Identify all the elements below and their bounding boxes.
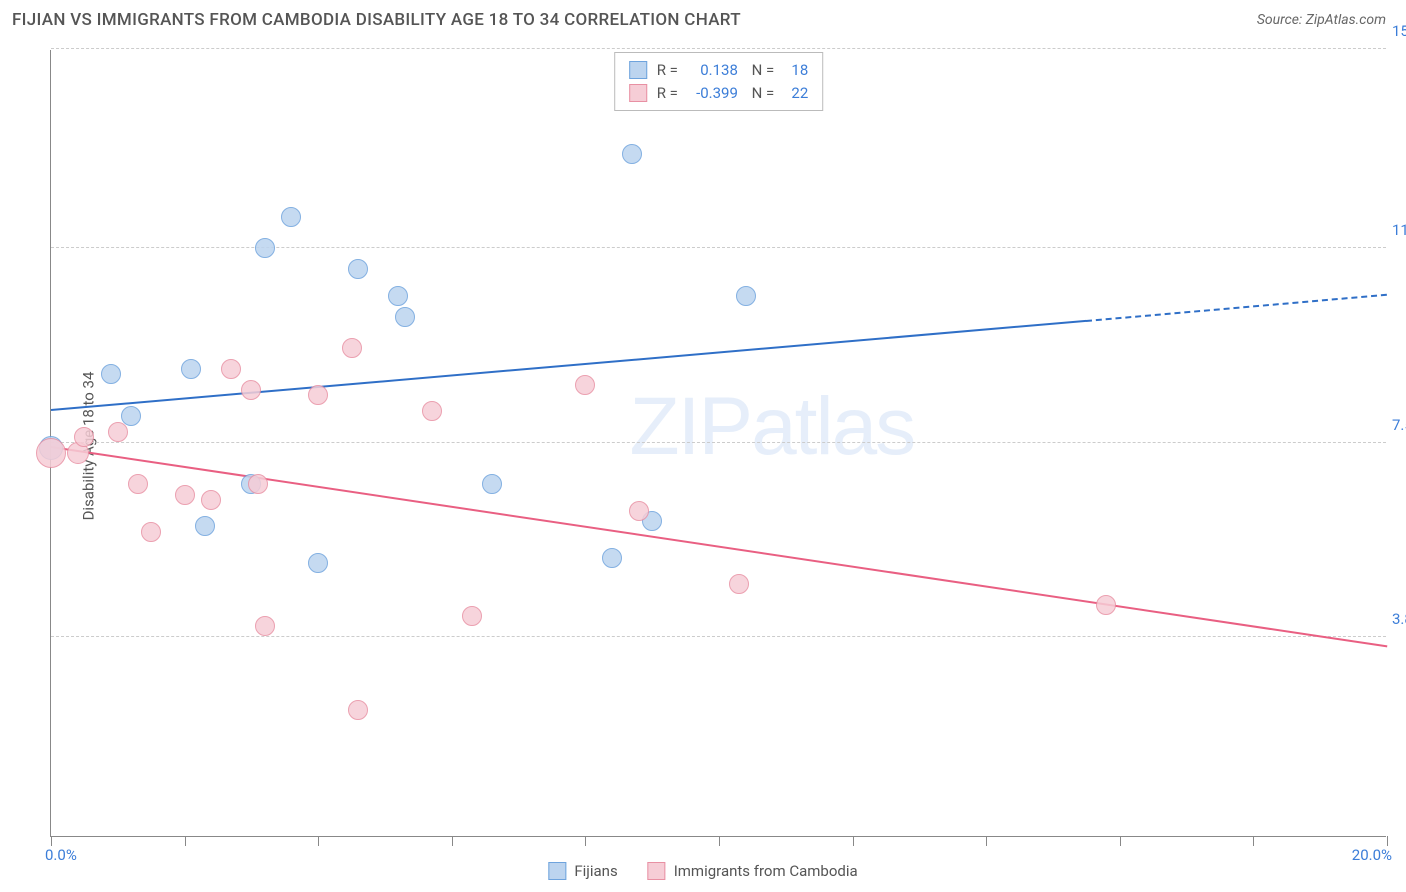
gridline bbox=[51, 442, 1386, 443]
scatter-chart: ZIPatlas R = 0.138 N = 18R = -0.399 N = 22 0… bbox=[50, 50, 1386, 837]
legend-label: Fijians bbox=[574, 862, 617, 880]
data-point bbox=[281, 207, 301, 227]
y-tick-label: 11.2% bbox=[1392, 221, 1406, 239]
data-point bbox=[36, 438, 66, 468]
x-tick bbox=[585, 836, 586, 846]
data-point bbox=[181, 359, 201, 379]
data-point bbox=[121, 406, 141, 426]
data-point bbox=[248, 474, 268, 494]
stats-row: R = 0.138 N = 18 bbox=[629, 59, 809, 82]
x-tick bbox=[853, 836, 854, 846]
data-point bbox=[348, 259, 368, 279]
data-point bbox=[422, 401, 442, 421]
x-axis-max: 20.0% bbox=[1352, 846, 1392, 864]
r-value: -0.399 bbox=[688, 82, 738, 105]
legend-item: Immigrants from Cambodia bbox=[648, 862, 858, 880]
data-point bbox=[395, 307, 415, 327]
chart-header: FIJIAN VS IMMIGRANTS FROM CAMBODIA DISAB… bbox=[0, 0, 1406, 36]
r-label: R = bbox=[657, 59, 678, 82]
data-point bbox=[108, 422, 128, 442]
chart-title: FIJIAN VS IMMIGRANTS FROM CAMBODIA DISAB… bbox=[12, 10, 741, 30]
data-point bbox=[575, 375, 595, 395]
x-tick bbox=[1120, 836, 1121, 846]
x-tick bbox=[1387, 836, 1388, 846]
data-point bbox=[729, 574, 749, 594]
x-tick bbox=[452, 836, 453, 846]
x-tick bbox=[185, 836, 186, 846]
n-label: N = bbox=[748, 59, 774, 82]
data-point bbox=[622, 144, 642, 164]
data-point bbox=[602, 548, 622, 568]
data-point bbox=[1096, 595, 1116, 615]
x-tick bbox=[51, 836, 52, 846]
x-tick bbox=[986, 836, 987, 846]
data-point bbox=[308, 553, 328, 573]
legend-swatch bbox=[648, 862, 666, 880]
legend: Fijians Immigrants from Cambodia bbox=[548, 862, 857, 880]
stats-box: R = 0.138 N = 18 R = -0.399 N = 22 bbox=[614, 52, 824, 111]
data-point bbox=[101, 364, 121, 384]
x-tick bbox=[318, 836, 319, 846]
data-point bbox=[128, 474, 148, 494]
stats-row: R = -0.399 N = 22 bbox=[629, 82, 809, 105]
data-point bbox=[482, 474, 502, 494]
x-axis-min: 0.0% bbox=[45, 846, 77, 864]
series-swatch bbox=[629, 61, 647, 79]
data-point bbox=[629, 501, 649, 521]
trend-line bbox=[51, 320, 1087, 411]
gridline bbox=[51, 48, 1386, 49]
data-point bbox=[221, 359, 241, 379]
y-tick-label: 3.8% bbox=[1392, 610, 1406, 628]
data-point bbox=[74, 427, 94, 447]
data-point bbox=[388, 286, 408, 306]
data-point bbox=[241, 380, 261, 400]
source-label: Source: ZipAtlas.com bbox=[1257, 12, 1386, 28]
legend-swatch bbox=[548, 862, 566, 880]
legend-label: Immigrants from Cambodia bbox=[674, 862, 858, 880]
data-point bbox=[201, 490, 221, 510]
gridline bbox=[51, 247, 1386, 248]
x-tick bbox=[1253, 836, 1254, 846]
n-value: 18 bbox=[784, 59, 808, 82]
data-point bbox=[308, 385, 328, 405]
n-label: N = bbox=[748, 82, 774, 105]
data-point bbox=[175, 485, 195, 505]
r-label: R = bbox=[657, 82, 678, 105]
gridline bbox=[51, 636, 1386, 637]
trend-line-extrapolated bbox=[1086, 294, 1387, 322]
data-point bbox=[255, 238, 275, 258]
data-point bbox=[736, 286, 756, 306]
legend-item: Fijians bbox=[548, 862, 617, 880]
y-tick-label: 15.0% bbox=[1392, 22, 1406, 40]
data-point bbox=[255, 616, 275, 636]
y-tick-label: 7.5% bbox=[1392, 416, 1406, 434]
data-point bbox=[348, 700, 368, 720]
series-swatch bbox=[629, 84, 647, 102]
data-point bbox=[141, 522, 161, 542]
data-point bbox=[462, 606, 482, 626]
n-value: 22 bbox=[784, 82, 808, 105]
r-value: 0.138 bbox=[688, 59, 738, 82]
data-point bbox=[342, 338, 362, 358]
x-tick bbox=[719, 836, 720, 846]
data-point bbox=[195, 516, 215, 536]
watermark: ZIPatlas bbox=[629, 380, 914, 474]
